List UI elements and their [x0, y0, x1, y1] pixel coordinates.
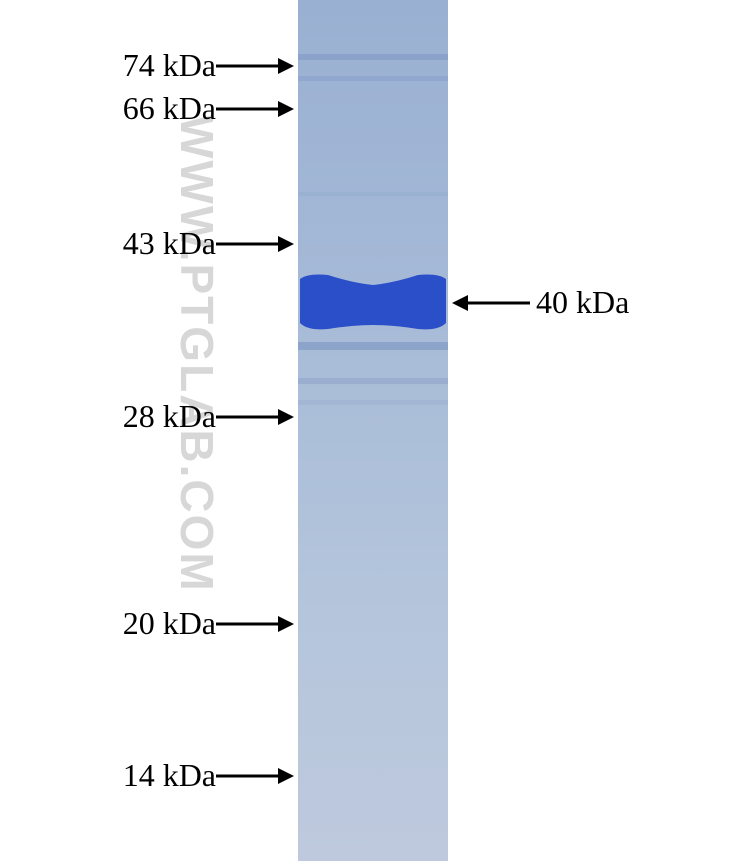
marker-label-text: 28 kDa: [96, 398, 216, 435]
marker-left-2: 43 kDa: [96, 225, 294, 262]
arrow-right-icon: [216, 616, 294, 632]
arrow-right-icon: [216, 409, 294, 425]
arrow-right-icon: [216, 101, 294, 117]
faint-band-3: [298, 342, 448, 350]
main-band-shape: [298, 273, 448, 333]
marker-left-5: 14 kDa: [96, 757, 294, 794]
marker-left-0: 74 kDa: [96, 47, 294, 84]
marker-label-text: 66 kDa: [96, 90, 216, 127]
faint-band-0: [298, 54, 448, 60]
arrow-left-icon: [452, 295, 530, 311]
watermark-text: WWW.PTGLAB.COM: [170, 115, 224, 593]
marker-left-4: 20 kDa: [96, 605, 294, 642]
arrow-right-icon: [216, 236, 294, 252]
marker-label-text: 40 kDa: [536, 284, 629, 321]
faint-band-1: [298, 76, 448, 81]
gel-lane-background: [298, 0, 448, 861]
gel-lane: [298, 0, 448, 861]
marker-right-0: 40 kDa: [452, 284, 629, 321]
marker-label-text: 43 kDa: [96, 225, 216, 262]
marker-label-text: 20 kDa: [96, 605, 216, 642]
arrow-right-icon: [216, 58, 294, 74]
faint-band-2: [298, 192, 448, 196]
marker-left-3: 28 kDa: [96, 398, 294, 435]
marker-label-text: 74 kDa: [96, 47, 216, 84]
arrow-right-icon: [216, 768, 294, 784]
faint-band-5: [298, 400, 448, 405]
faint-band-4: [298, 378, 448, 384]
marker-left-1: 66 kDa: [96, 90, 294, 127]
marker-label-text: 14 kDa: [96, 757, 216, 794]
main-protein-band: [298, 273, 448, 333]
